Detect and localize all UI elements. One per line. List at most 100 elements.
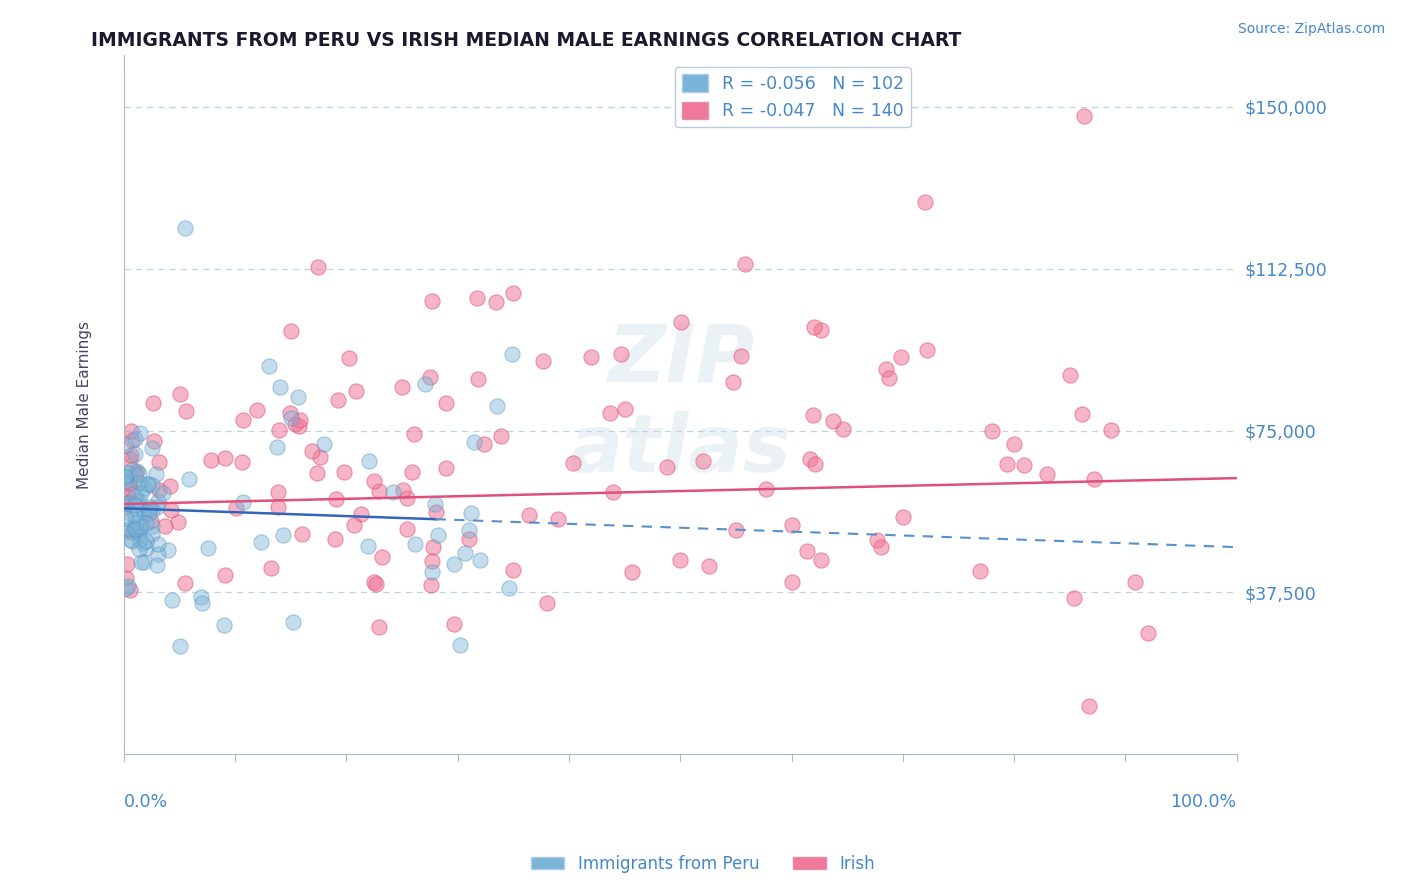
Point (823, 414, 845, 428)
Point (1083, 472, 1105, 486)
Point (536, 596, 558, 610)
Point (120, 533, 142, 548)
Point (425, 497, 447, 511)
Point (200, 453, 222, 467)
Point (425, 505, 447, 519)
Point (472, 437, 495, 451)
Point (803, 457, 825, 471)
Point (142, 396, 165, 410)
Point (602, 484, 624, 499)
Point (443, 558, 465, 572)
Point (266, 440, 288, 454)
Point (174, 220, 197, 235)
Legend: Immigrants from Peru, Irish: Immigrants from Peru, Irish (524, 848, 882, 880)
Point (328, 392, 350, 407)
Point (232, 413, 254, 427)
Point (1070, 407, 1092, 421)
Point (121, 433, 143, 447)
Point (434, 460, 457, 475)
Point (139, 514, 162, 528)
Point (669, 553, 692, 567)
Point (396, 522, 419, 536)
Point (531, 354, 554, 368)
Point (980, 424, 1002, 438)
Point (138, 502, 160, 516)
Point (449, 638, 471, 652)
Point (115, 497, 138, 511)
Point (117, 490, 139, 504)
Point (232, 495, 254, 509)
Point (128, 526, 150, 541)
Point (148, 483, 170, 498)
Text: Source: ZipAtlas.com: Source: ZipAtlas.com (1237, 22, 1385, 37)
Point (875, 362, 897, 376)
Point (914, 194, 936, 209)
Point (337, 351, 360, 366)
Point (467, 371, 489, 385)
Point (350, 507, 373, 521)
Point (460, 506, 482, 520)
Point (122, 521, 145, 535)
Point (117, 495, 139, 509)
Point (124, 523, 146, 537)
Point (498, 581, 520, 595)
Point (114, 470, 136, 484)
Point (969, 564, 991, 578)
Point (273, 528, 295, 542)
Point (152, 486, 174, 500)
Point (134, 555, 156, 569)
Point (755, 482, 778, 496)
Point (129, 556, 152, 570)
Point (114, 524, 136, 538)
Point (671, 315, 693, 329)
Point (314, 436, 336, 450)
Point (115, 581, 138, 595)
Point (174, 403, 197, 417)
Point (214, 450, 236, 465)
Point (457, 523, 479, 537)
Point (1002, 436, 1025, 450)
Point (866, 533, 889, 547)
Point (443, 617, 465, 632)
Point (799, 452, 821, 467)
Point (280, 324, 302, 338)
Point (118, 451, 141, 466)
Point (307, 467, 329, 481)
Point (114, 474, 136, 488)
Point (197, 541, 219, 555)
Point (422, 565, 444, 579)
Point (132, 481, 155, 495)
Point (245, 403, 267, 417)
Point (363, 574, 385, 589)
Point (132, 535, 155, 549)
Point (125, 515, 148, 529)
Point (132, 505, 155, 519)
Point (118, 476, 141, 491)
Point (160, 593, 183, 607)
Point (915, 343, 938, 357)
Point (269, 380, 291, 394)
Point (404, 427, 426, 442)
Point (1059, 368, 1081, 382)
Point (129, 426, 152, 441)
Point (891, 510, 914, 524)
Point (291, 527, 314, 541)
Point (562, 456, 585, 470)
Point (118, 473, 141, 487)
Point (780, 518, 803, 533)
Point (468, 553, 491, 567)
Point (143, 434, 166, 449)
Point (692, 454, 714, 468)
Point (135, 534, 157, 549)
Point (121, 534, 143, 549)
Point (135, 516, 157, 530)
Point (465, 291, 488, 305)
Point (284, 417, 307, 431)
Point (128, 519, 150, 533)
Point (267, 485, 290, 500)
Point (124, 447, 146, 461)
Point (721, 375, 744, 389)
Point (368, 483, 391, 498)
Point (148, 547, 170, 561)
Point (269, 423, 291, 437)
